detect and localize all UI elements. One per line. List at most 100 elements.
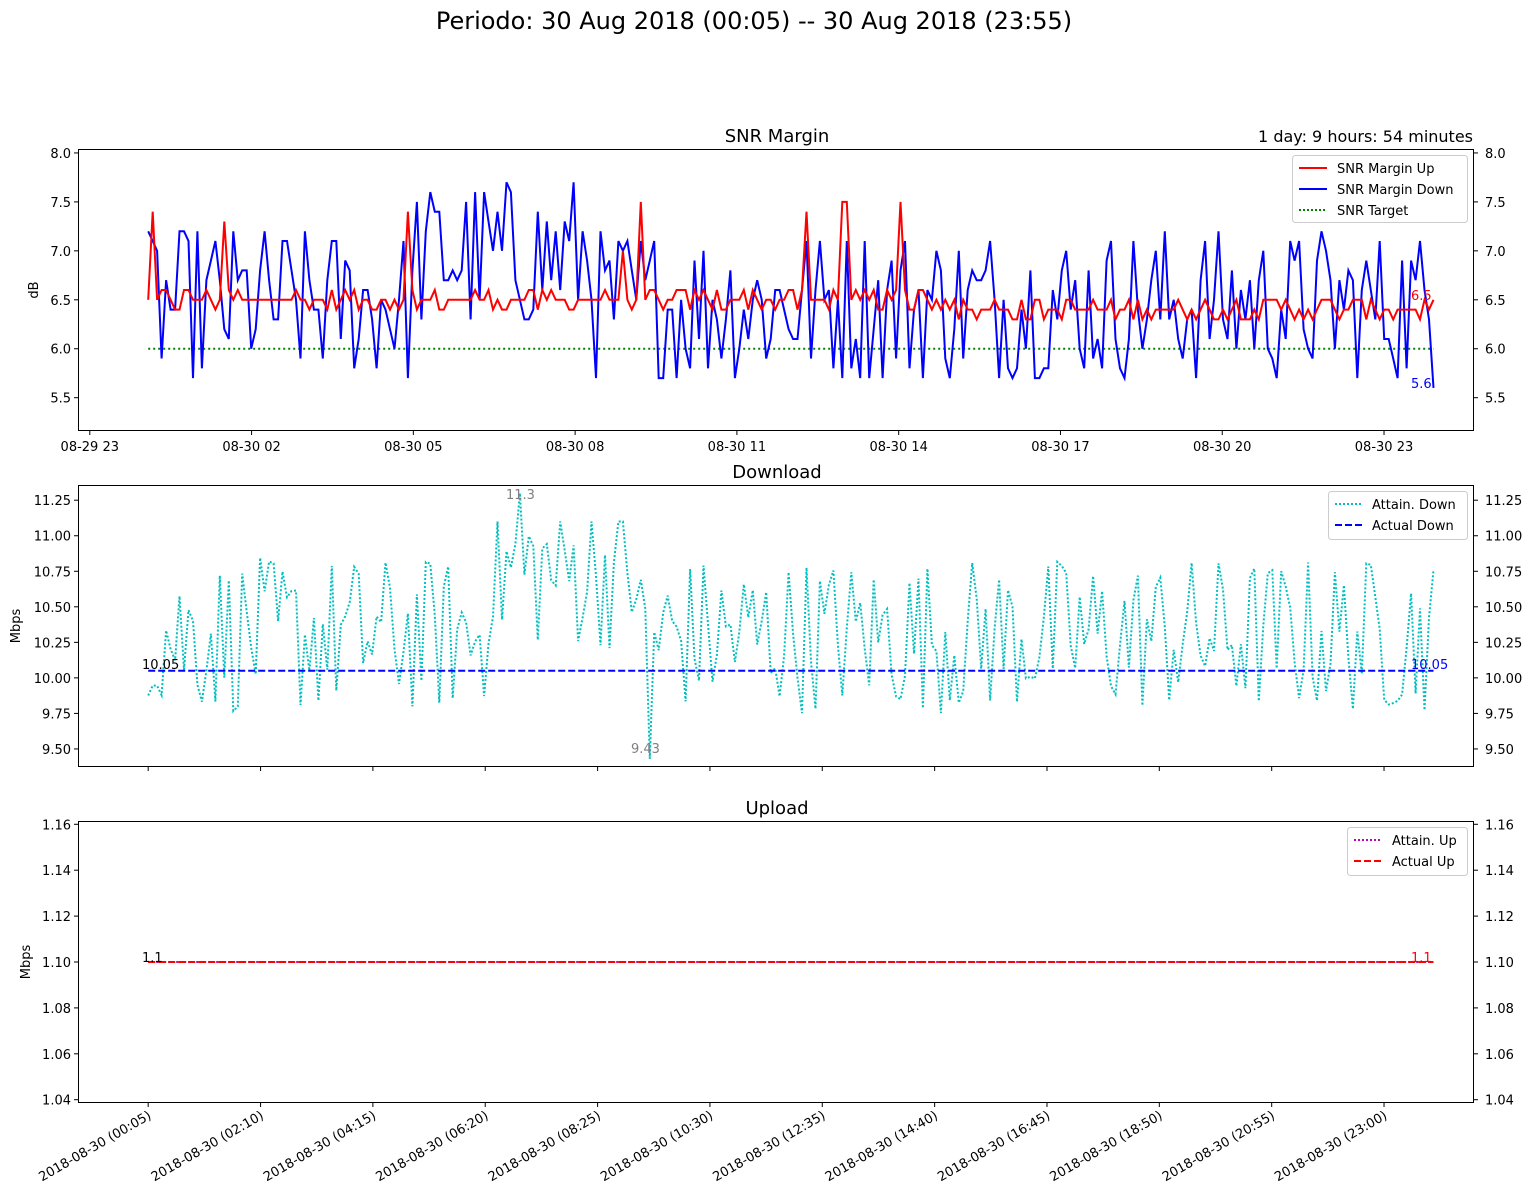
- snr-margin-up-line: [147, 200, 1435, 323]
- upload-start-label: 1.1: [142, 951, 163, 966]
- snr-legend: SNR Margin Up SNR Margin Down SNR Target: [1292, 155, 1468, 223]
- snr-xtick-label: 08-30 17: [1031, 440, 1089, 455]
- upload-xtick-label: 2018-08-30 (02:10): [149, 1108, 267, 1185]
- download-axes-frame: [78, 485, 1474, 767]
- upload-xtick-label: 2018-08-30 (06:20): [373, 1108, 491, 1185]
- download-ylabel: Mbps: [9, 609, 24, 644]
- snr-ytick-label-right: 5.5: [1485, 392, 1506, 407]
- upload-ytick-label-right: 1.10: [1485, 956, 1514, 971]
- download-legend-attain-label: Attain. Down: [1372, 498, 1456, 513]
- upload-ytick-label-left: 1.06: [42, 1048, 71, 1063]
- upload-xtick-label: 2018-08-30 (20:55): [1160, 1108, 1278, 1185]
- snr-xtick-label: 08-30 05: [384, 440, 442, 455]
- snr-legend-box: [1292, 155, 1468, 223]
- upload-legend-attain-label: Attain. Up: [1392, 834, 1457, 849]
- upload-ytick-label-right: 1.08: [1485, 1002, 1514, 1017]
- download-axes-ticks: 9.50 9.50 9.75 9.75 10.00 10.00 10.25 10.25 10.5…: [34, 494, 1522, 771]
- download-ytick-label-left: 11.25: [34, 494, 71, 509]
- download-legend: Attain. Down Actual Down: [1328, 491, 1468, 540]
- snr-ytick-label-left: 6.5: [50, 294, 71, 309]
- upload-ytick-label-right: 1.16: [1485, 818, 1514, 833]
- download-legend-box: [1328, 491, 1468, 540]
- download-ytick-label-right: 10.75: [1485, 565, 1522, 580]
- upload-legend: Attain. Up Actual Up: [1347, 827, 1468, 876]
- upload-ytick-label-left: 1.04: [42, 1094, 71, 1109]
- download-ytick-label-left: 9.50: [42, 743, 71, 758]
- download-ytick-label-right: 10.00: [1485, 672, 1522, 687]
- download-legend-actual-label: Actual Down: [1372, 519, 1454, 534]
- snr-ytick-label-left: 7.5: [50, 196, 71, 211]
- attain-down-line: [147, 493, 1435, 759]
- snr-ylabel: dB: [27, 281, 42, 298]
- upload-ytick-label-left: 1.16: [42, 818, 71, 833]
- download-ytick-label-left: 10.50: [34, 601, 71, 616]
- snr-duration-label: 1 day: 9 hours: 54 minutes: [1258, 127, 1473, 146]
- upload-end-label: 1.1: [1411, 951, 1432, 966]
- snr-xtick-label: 08-30 11: [708, 440, 766, 455]
- snr-xtick-label: 08-30 23: [1355, 440, 1413, 455]
- download-ytick-label-left: 11.00: [34, 530, 71, 545]
- upload-ytick-label-left: 1.08: [42, 1002, 71, 1017]
- upload-xtick-label: 2018-08-30 (08:25): [486, 1108, 604, 1185]
- upload-legend-actual-label: Actual Up: [1392, 855, 1455, 870]
- upload-panel: Upload Mbps 1.04 1.04 1.06 1.06 1.08 1.08 1.10…: [19, 798, 1514, 1185]
- snr-legend-target-label: SNR Target: [1337, 204, 1408, 219]
- snr-xtick-label: 08-30 14: [869, 440, 927, 455]
- snr-axes-ticks: 5.5 5.5 6.0 6.0 6.5 6.5 7.0 7.0 7.5 7.5 8.0 8.0 08-2…: [50, 147, 1505, 455]
- snr-ytick-label-right: 6.0: [1485, 343, 1506, 358]
- snr-legend-up-label: SNR Margin Up: [1337, 162, 1434, 177]
- snr-xtick-label: 08-29 23: [61, 440, 119, 455]
- upload-ytick-label-left: 1.14: [42, 864, 71, 879]
- download-series-layer: [147, 493, 1435, 759]
- snr-xtick-label: 08-30 20: [1193, 440, 1251, 455]
- upload-xtick-label: 2018-08-30 (18:50): [1048, 1108, 1166, 1185]
- snr-ytick-label-right: 7.5: [1485, 196, 1506, 211]
- snr-ytick-label-right: 6.5: [1485, 294, 1506, 309]
- upload-xtick-label: 2018-08-30 (23:00): [1272, 1108, 1390, 1185]
- snr-up-end-label: 6.5: [1411, 289, 1432, 304]
- upload-xtick-label: 2018-08-30 (16:45): [935, 1108, 1053, 1185]
- snr-margin-down-line: [147, 181, 1435, 388]
- upload-ytick-label-right: 1.04: [1485, 1094, 1514, 1109]
- upload-xtick-label: 2018-08-30 (14:40): [823, 1108, 941, 1185]
- download-panel: Download Mbps 9.50 9.50 9.75 9.75 10.00 10.00…: [9, 462, 1522, 771]
- snr-xtick-label: 08-30 02: [222, 440, 280, 455]
- upload-legend-box: [1347, 827, 1468, 876]
- snr-ytick-label-right: 8.0: [1485, 147, 1506, 162]
- upload-ytick-label-right: 1.12: [1485, 910, 1514, 925]
- download-end-label: 10.05: [1411, 658, 1448, 673]
- upload-xtick-label: 2018-08-30 (12:35): [711, 1108, 829, 1185]
- upload-ytick-label-right: 1.14: [1485, 864, 1514, 879]
- snr-title: SNR Margin: [725, 126, 830, 147]
- download-ytick-label-left: 9.75: [42, 707, 71, 722]
- snr-ytick-label-left: 6.0: [50, 343, 71, 358]
- snr-legend-down-label: SNR Margin Down: [1337, 183, 1454, 198]
- download-min-label: 9.43: [631, 742, 660, 757]
- upload-ylabel: Mbps: [19, 945, 34, 980]
- download-ytick-label-right: 9.75: [1485, 707, 1514, 722]
- download-ytick-label-left: 10.25: [34, 636, 71, 651]
- upload-title: Upload: [745, 798, 808, 819]
- download-ytick-label-right: 10.50: [1485, 601, 1522, 616]
- download-ytick-label-right: 11.25: [1485, 494, 1522, 509]
- download-max-label: 11.3: [506, 488, 535, 503]
- download-ytick-label-right: 11.00: [1485, 530, 1522, 545]
- snr-ytick-label-right: 7.0: [1485, 245, 1506, 260]
- download-ytick-label-left: 10.00: [34, 672, 71, 687]
- download-ytick-label-right: 9.50: [1485, 743, 1514, 758]
- download-ytick-label-right: 10.25: [1485, 636, 1522, 651]
- snr-down-end-label: 5.6: [1411, 377, 1432, 392]
- download-title: Download: [732, 462, 821, 483]
- snr-ytick-label-left: 7.0: [50, 245, 71, 260]
- download-start-label: 10.05: [142, 658, 179, 673]
- upload-ytick-label-right: 1.06: [1485, 1048, 1514, 1063]
- upload-ytick-label-left: 1.10: [42, 956, 71, 971]
- snr-axes-frame: [78, 149, 1474, 431]
- snr-panel: SNR Margin 1 day: 9 hours: 54 minutes dB…: [27, 126, 1506, 455]
- snr-xtick-label: 08-30 08: [546, 440, 604, 455]
- snr-series-layer: [147, 181, 1435, 388]
- upload-ytick-label-left: 1.12: [42, 910, 71, 925]
- upload-axes-ticks: 1.04 1.041.06 1.061.08 1.081.10 1.101.12 1.12…: [36, 818, 1514, 1185]
- upload-xtick-label: 2018-08-30 (04:15): [261, 1108, 379, 1185]
